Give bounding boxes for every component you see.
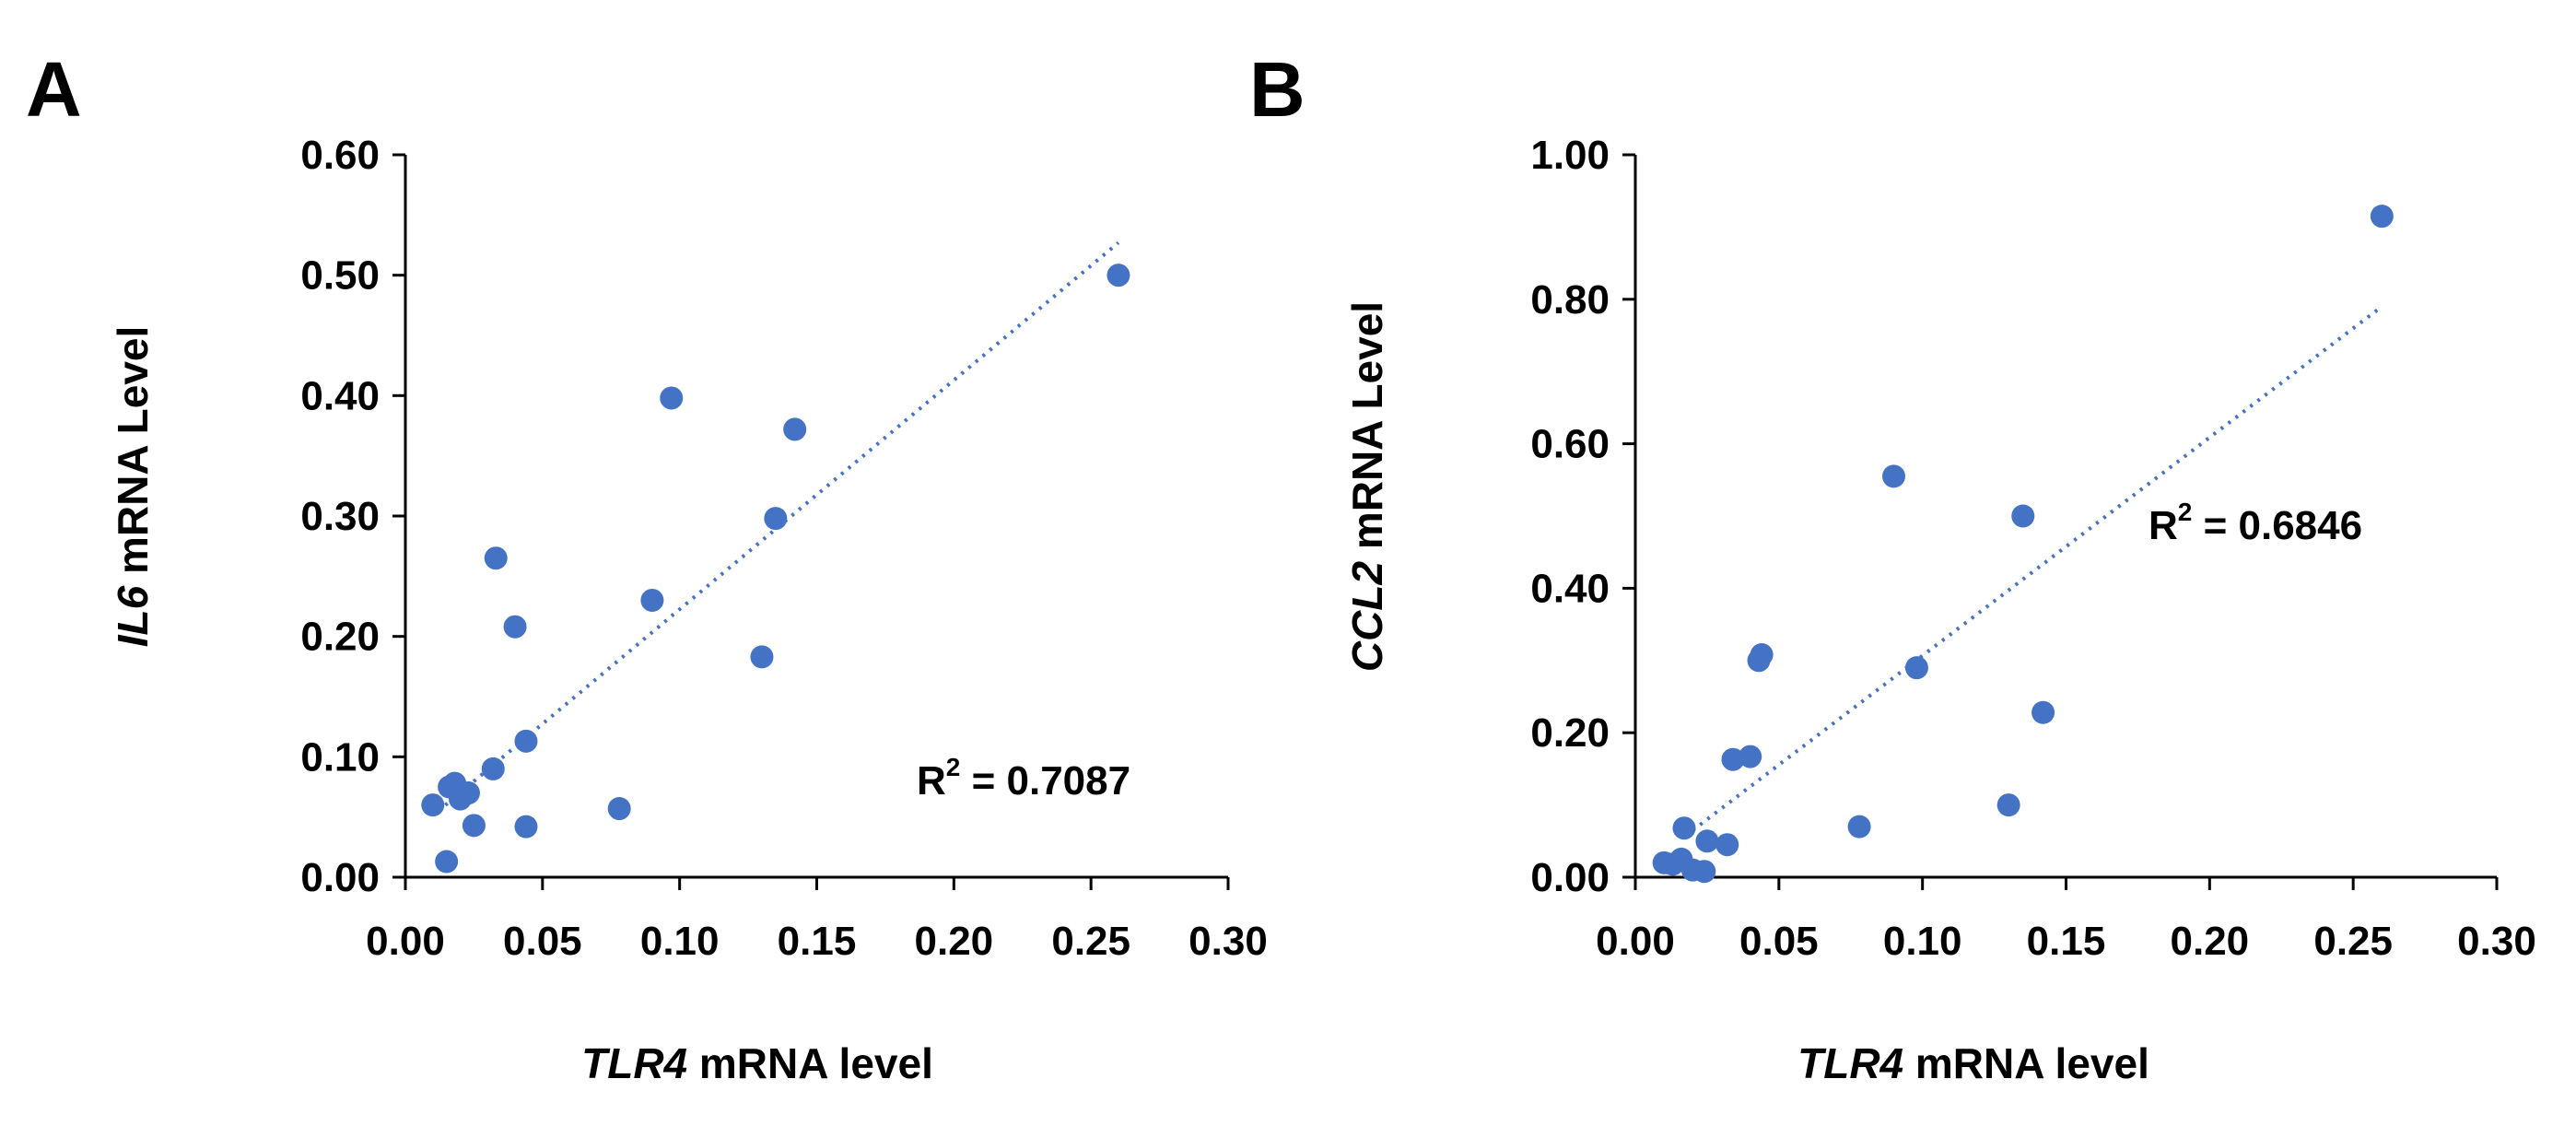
x-axis-title: TLR4 mRNA level	[1797, 1039, 2149, 1087]
y-tick-label: 0.40	[1530, 566, 1610, 611]
y-tick-label: 0.20	[300, 615, 380, 660]
data-point	[2370, 205, 2394, 229]
x-tick-label: 0.05	[503, 919, 582, 964]
y-tick-label: 0.60	[1530, 422, 1610, 467]
data-point	[514, 815, 538, 839]
y-tick-label: 0.00	[300, 855, 380, 900]
data-point	[503, 615, 527, 639]
data-point	[1715, 833, 1739, 857]
data-point	[1747, 649, 1771, 673]
data-point	[1672, 816, 1696, 840]
data-point	[1739, 745, 1762, 768]
x-tick-label: 0.10	[640, 919, 720, 964]
panel-label: B	[1249, 46, 1306, 133]
data-point	[1904, 656, 1928, 680]
data-point	[1692, 860, 1716, 884]
y-tick-label: 0.40	[300, 373, 380, 418]
x-tick-label: 0.05	[1739, 919, 1819, 964]
data-point	[1107, 264, 1130, 287]
y-tick-label: 0.80	[1530, 277, 1610, 323]
data-point	[514, 729, 538, 753]
data-point	[2011, 504, 2035, 528]
x-tick-label: 0.00	[1596, 919, 1675, 964]
x-tick-label: 0.15	[778, 919, 857, 964]
data-point	[1996, 793, 2020, 817]
data-point	[1721, 747, 1745, 771]
data-point	[1882, 464, 1905, 488]
y-tick-label: 0.00	[1530, 855, 1610, 900]
data-point	[764, 507, 788, 531]
y-tick-label: 0.60	[300, 133, 380, 178]
data-point	[640, 588, 664, 612]
panel-b: B 0.000.200.400.600.801.000.00 0.05 0.10 0.…	[1249, 46, 2536, 1087]
y-tick-label: 0.10	[300, 734, 380, 780]
r-squared-label: R2 = 0.6846	[2149, 498, 2362, 548]
panel-a: A 0.000.100.200.300.400.500.600.00 0.05 0.…	[26, 46, 1268, 1087]
x-tick-label: 0.10	[1883, 919, 1962, 964]
r-squared-label: R2 = 0.7087	[917, 753, 1130, 803]
x-tick-label: 0.30	[2457, 919, 2536, 964]
x-axis-title: TLR4 mRNA level	[581, 1039, 933, 1087]
y-tick-label: 1.00	[1530, 133, 1610, 178]
data-point	[750, 645, 774, 669]
data-point	[783, 417, 807, 441]
y-axis-title: IL6 mRNA Level	[109, 326, 157, 648]
data-point	[435, 850, 459, 874]
data-point	[1847, 815, 1871, 839]
data-point	[462, 814, 486, 838]
x-tick-label: 0.20	[2171, 919, 2250, 964]
x-tick-label: 0.30	[1188, 919, 1268, 964]
data-point	[1695, 829, 1719, 853]
y-tick-label: 0.20	[1530, 710, 1610, 756]
x-tick-label: 0.15	[2027, 919, 2106, 964]
plot-area: 0.00 0.20 0.40 0.60 0.80 1.00 0.00 0.05 0.10 0.15…	[1530, 133, 2535, 964]
y-axis-title: CCL2 mRNA Level	[1343, 301, 1391, 672]
x-tick-label: 0.00	[366, 919, 445, 964]
y-tick-label: 0.30	[300, 494, 380, 539]
y-tick-label: 0.50	[300, 253, 380, 299]
data-point	[449, 787, 473, 811]
data-point	[607, 797, 631, 821]
data-point	[421, 793, 445, 817]
x-tick-label: 0.25	[2313, 919, 2393, 964]
x-tick-label: 0.25	[1051, 919, 1130, 964]
data-point	[660, 386, 684, 410]
data-point	[481, 757, 505, 780]
x-tick-label: 0.20	[915, 919, 994, 964]
trendline	[1692, 305, 2383, 832]
plot-area: 0.00 0.10 0.20 0.30 0.40 0.50 0.60 0.00 0.05 0.10…	[300, 133, 1267, 964]
panel-label: A	[26, 46, 82, 133]
data-point	[484, 546, 508, 570]
data-point	[2032, 700, 2055, 724]
